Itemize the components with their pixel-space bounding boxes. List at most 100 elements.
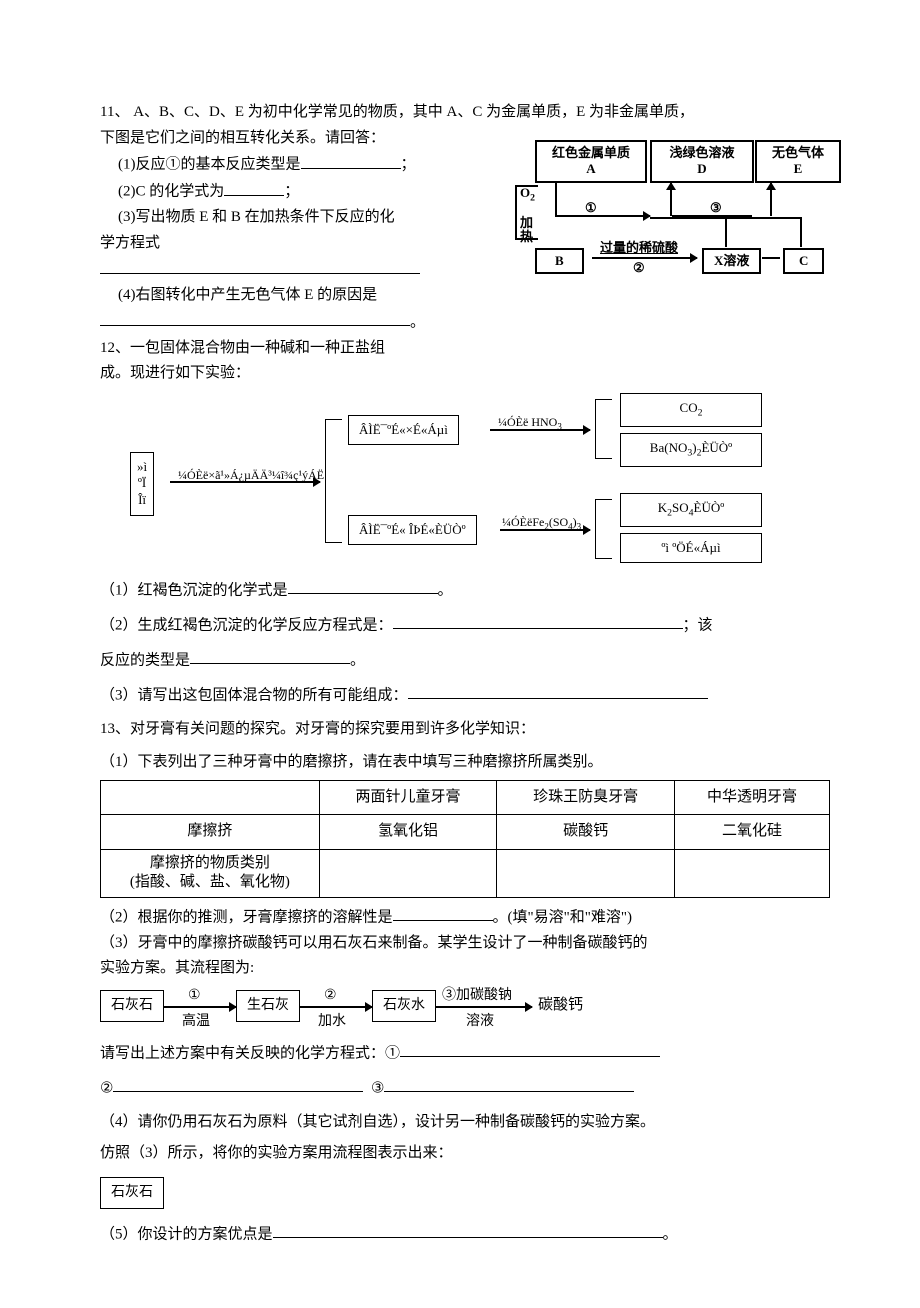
blank <box>400 1040 660 1058</box>
circ1: ① <box>585 197 597 219</box>
a1-bot: 高温 <box>182 1010 210 1034</box>
blank <box>408 682 708 700</box>
blank <box>100 256 420 274</box>
q13-p4b: 仿照（3）所示，将你的实验方案用流程图表示出来： <box>100 1141 830 1167</box>
box-c: C <box>783 248 824 274</box>
q11-p3a: (3)写出物质 E 和 B 在加热条件下反应的化 <box>118 205 495 231</box>
blank <box>301 151 401 169</box>
question-11: 11、 A、B、C、D、E 为初中化学常见的物质，其中 A、C 为金属单质，E … <box>100 100 830 336</box>
o2-label: O2 <box>520 182 535 207</box>
h4 <box>762 257 780 259</box>
f3-b1: 石灰石 <box>100 990 164 1022</box>
v3 <box>770 183 772 216</box>
blank <box>190 647 350 665</box>
q11-p4: (4)右图转化中产生无色气体 E 的原因是 <box>118 283 495 309</box>
q12-p1-tail: 。 <box>438 582 453 598</box>
blank <box>100 309 410 327</box>
q13-p4-box: 石灰石 <box>100 1177 830 1209</box>
q13-table: 两面针儿童牙膏 珍珠王防臭牙膏 中华透明牙膏 摩擦挤 氢氧化铝 碳酸钙 二氧化硅… <box>100 780 830 898</box>
blank <box>288 577 438 595</box>
br2 <box>595 399 611 459</box>
r2c4 <box>674 849 829 897</box>
q12-p2c-tail: 。 <box>350 652 365 668</box>
f3-b4: 碳酸钙 <box>538 993 583 1019</box>
heat-label: 加热 <box>520 216 533 245</box>
q11-p1: (1)反应①的基本反应类型是 ； <box>118 151 495 178</box>
q11-text-block: 11、 A、B、C、D、E 为初中化学常见的物质，其中 A、C 为金属单质，E … <box>100 100 495 336</box>
h6 <box>752 217 802 219</box>
q13-p2a: （2）根据你的推测，牙膏摩擦挤的溶解性是 <box>100 909 393 925</box>
blank <box>273 1221 663 1239</box>
blank <box>224 178 284 196</box>
v5 <box>800 218 802 247</box>
q13-p1: （1）下表列出了三种牙膏中的磨擦挤，请在表中填写三种磨擦挤所属类别。 <box>100 750 830 776</box>
box-a: 红色金属单质 A <box>535 140 647 183</box>
q13-p3b: 实验方案。其流程图为: <box>100 956 830 982</box>
box-bot: ÂÌË¯ºÉ« ÎÞÉ«ÈÜÒº <box>348 515 477 546</box>
q11-p3b: 学方程式 <box>100 231 495 257</box>
a1-top: ① <box>188 984 201 1008</box>
out-top1: CO2 <box>620 393 762 427</box>
q12-p2c-text: 反应的类型是 <box>100 652 190 668</box>
q11-p2-text: (2)C 的化学式为 <box>118 184 224 200</box>
f3-a2: ② 加水 <box>300 1004 372 1008</box>
q12-p3: （3）请写出这包固体混合物的所有可能组成： <box>100 682 830 709</box>
q13-p3d: ② <box>100 1080 113 1096</box>
blank <box>113 1075 363 1093</box>
h5 <box>650 217 752 219</box>
q13-p5-text: （5）你设计的方案优点是 <box>100 1226 273 1242</box>
f3-a1: ① 高温 <box>164 1004 236 1008</box>
r2c3 <box>497 849 675 897</box>
r1c4: 二氧化硅 <box>674 815 829 850</box>
table-row: 摩擦挤 氢氧化铝 碳酸钙 二氧化硅 <box>101 815 830 850</box>
q12-p1-text: （1）红褐色沉淀的化学式是 <box>100 582 288 598</box>
q13-intro: 13、对牙膏有关问题的探究。对牙膏的探究要用到许多化学知识： <box>100 717 830 743</box>
q11-p1-tail: ； <box>401 157 416 173</box>
th1 <box>101 780 320 815</box>
q11-p4-blank: 。 <box>100 309 495 336</box>
box-e-2: E <box>794 161 803 177</box>
r2c1: 摩擦挤的物质类别(指酸、碱、盐、氧化物) <box>101 849 320 897</box>
q12-flow: »ìºÏÎï ¼ÓÈë×ã¹»Á¿µÄÄ³¼î¾ç¹ýÁË ÂÌË¯ºÉ«×É«… <box>130 397 830 567</box>
f3-b3: 石灰水 <box>372 990 436 1022</box>
br3 <box>595 499 611 559</box>
q13-p3de: ② ③ <box>100 1075 830 1102</box>
q13-p2: （2）根据你的推测，牙膏摩擦挤的溶解性是 。(填"易溶"和"难溶") <box>100 904 830 931</box>
q13-p2b: 。(填"易溶"和"难溶") <box>493 909 632 925</box>
box-d: 浅绿色溶液 D <box>650 140 754 183</box>
box-top: ÂÌË¯ºÉ«×É«Áµì <box>348 415 459 446</box>
v2 <box>670 183 672 216</box>
r1c2: 氢氧化铝 <box>319 815 497 850</box>
r1c1: 摩擦挤 <box>101 815 320 850</box>
th3: 珍珠王防臭牙膏 <box>497 780 675 815</box>
a2-bot: 加水 <box>318 1010 346 1034</box>
out-top2: Ba(NO3)2ÈÜÒº <box>620 433 762 467</box>
q12-p2a-text: （2）生成红褐色沉淀的化学反应方程式是： <box>100 617 393 633</box>
f3-a3: ③加碳酸钠 溶液 <box>436 1004 532 1008</box>
box-d-1: 浅绿色溶液 <box>669 145 734 161</box>
a3-top: ③加碳酸钠 <box>442 984 512 1008</box>
table-row: 两面针儿童牙膏 珍珠王防臭牙膏 中华透明牙膏 <box>101 780 830 815</box>
q12-p2b-text: ；该 <box>683 617 713 633</box>
q12-p2c: 反应的类型是 。 <box>100 647 830 674</box>
q13-p5-tail: 。 <box>663 1226 678 1242</box>
q13-p5: （5）你设计的方案优点是 。 <box>100 1221 830 1248</box>
mid-label: 过量的稀硫酸 <box>600 237 678 259</box>
flow-left: »ìºÏÎï <box>130 452 154 517</box>
q12-intro-b: 成。现进行如下实验： <box>100 361 830 387</box>
box-d-2: D <box>697 161 706 177</box>
q13-p3c: 请写出上述方案中有关反映的化学方程式：① <box>100 1040 830 1067</box>
flow-ab-lab: ¼ÓÈëFe2(SO4)3 <box>502 512 581 535</box>
q11-diagram: 红色金属单质 A 浅绿色溶液 D 无色气体 E B X溶液 C O2 加热 ① … <box>500 140 830 290</box>
box-a-1: 红色金属单质 <box>552 145 630 161</box>
th4: 中华透明牙膏 <box>674 780 829 815</box>
q11-p1-text: (1)反应①的基本反应类型是 <box>118 157 301 173</box>
v4 <box>725 218 727 247</box>
q13-p3c-text: 请写出上述方案中有关反映的化学方程式：① <box>100 1045 400 1061</box>
q13-flow3: 石灰石 ① 高温 生石灰 ② 加水 石灰水 ③加碳酸钠 溶液 碳酸钙 <box>100 990 830 1022</box>
q12-p2a: （2）生成红褐色沉淀的化学反应方程式是： ；该 <box>100 612 830 639</box>
flow-at-lab: ¼ÓÈë HNO3 <box>498 412 562 435</box>
box-e: 无色气体 E <box>755 140 841 183</box>
circ3: ③ <box>710 197 722 219</box>
left-line <box>515 185 517 240</box>
